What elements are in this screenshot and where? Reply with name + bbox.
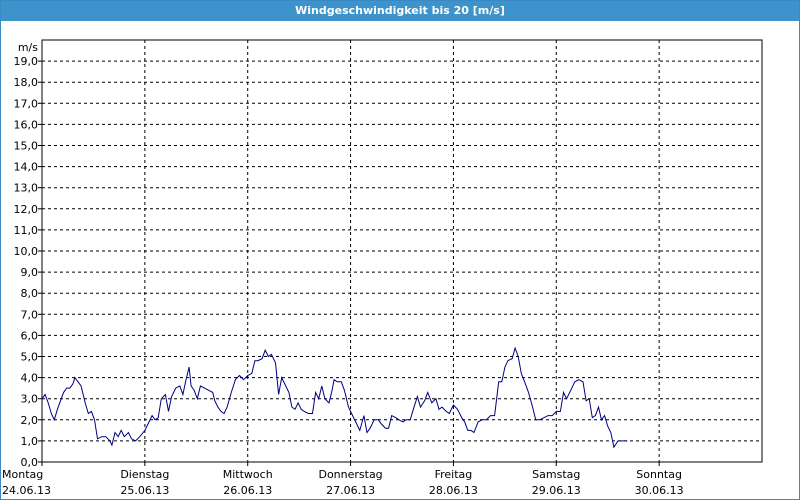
- x-tick-date-label: 28.06.13: [429, 484, 478, 497]
- x-tick-date-label: 25.06.13: [120, 484, 169, 497]
- x-tick-day-label: Sonntag: [636, 468, 682, 481]
- y-tick-label: 2,0: [21, 414, 39, 427]
- y-tick-label: 15,0: [14, 140, 39, 153]
- series-layer: [41, 346, 628, 449]
- x-tick-date-label: 24.06.13: [2, 484, 51, 497]
- x-tick-day-label: Dienstag: [120, 468, 169, 481]
- y-tick-label: 9,0: [21, 266, 39, 279]
- x-tick-day-label: Donnerstag: [318, 468, 382, 481]
- y-axis-label: m/s: [18, 41, 38, 54]
- y-tick-label: 18,0: [14, 76, 39, 89]
- y-tick-label: 10,0: [14, 245, 39, 258]
- x-tick-day-label: Mittwoch: [223, 468, 273, 481]
- y-tick-label: 16,0: [14, 118, 39, 131]
- y-tick-label: 11,0: [14, 224, 39, 237]
- y-tick-label: 4,0: [21, 372, 39, 385]
- x-tick-date-label: 26.06.13: [223, 484, 272, 497]
- x-tick-day-label: Samstag: [532, 468, 580, 481]
- x-tick-date-label: 29.06.13: [532, 484, 581, 497]
- x-tick-day-label: Montag: [2, 468, 43, 481]
- y-tick-label: 17,0: [14, 97, 39, 110]
- y-tick-label: 12,0: [14, 203, 39, 216]
- x-tick-date-label: 30.06.13: [635, 484, 684, 497]
- y-tick-label: 0,0: [21, 456, 39, 469]
- y-tick-label: 1,0: [21, 435, 39, 448]
- tick-labels: 0,0 1,0 2,0 3,0 4,0 5,0 6,0 7,0 8,0 9,0 10,0 11,0 12…: [2, 41, 684, 497]
- x-tick-date-label: 27.06.13: [326, 484, 375, 497]
- grid: [42, 40, 762, 462]
- wind-speed-chart: 0,0 1,0 2,0 3,0 4,0 5,0 6,0 7,0 8,0 9,0 10,0 11,0 12…: [2, 39, 763, 497]
- x-tick-day-label: Freitag: [435, 468, 473, 481]
- y-tick-label: 3,0: [21, 393, 39, 406]
- y-tick-label: 7,0: [21, 308, 39, 321]
- y-tick-label: 14,0: [14, 161, 39, 174]
- y-tick-label: 6,0: [21, 329, 39, 342]
- y-tick-label: 8,0: [21, 287, 39, 300]
- y-tick-label: 13,0: [14, 182, 39, 195]
- y-tick-label: 19,0: [14, 55, 39, 68]
- axes: [38, 39, 763, 466]
- wind-speed-line: [41, 346, 628, 449]
- y-tick-label: 5,0: [21, 351, 39, 364]
- chart-title: Windgeschwindigkeit bis 20 [m/s]: [1, 1, 799, 21]
